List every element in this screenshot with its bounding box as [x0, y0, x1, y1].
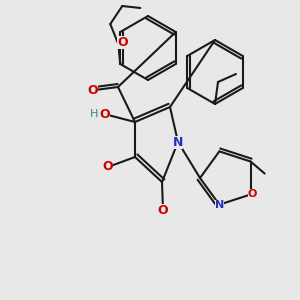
Text: O: O [103, 160, 113, 173]
Text: O: O [100, 109, 110, 122]
Text: N: N [173, 136, 183, 148]
Text: H: H [90, 109, 98, 119]
Text: O: O [158, 203, 168, 217]
Text: O: O [248, 190, 257, 200]
Text: O: O [117, 35, 128, 49]
Text: O: O [88, 83, 98, 97]
Text: N: N [215, 200, 224, 210]
